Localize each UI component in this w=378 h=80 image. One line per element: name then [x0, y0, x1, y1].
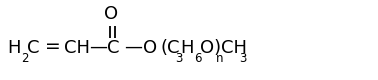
Text: =: = [45, 37, 60, 56]
Text: 2: 2 [21, 52, 28, 65]
Text: O: O [143, 39, 157, 57]
Text: 3: 3 [239, 52, 247, 65]
Text: H: H [8, 39, 21, 57]
Text: 6: 6 [194, 52, 202, 65]
Text: 3: 3 [175, 52, 183, 65]
Text: O): O) [200, 39, 221, 57]
Text: C: C [27, 39, 40, 57]
Text: n: n [215, 52, 223, 65]
Text: C: C [107, 39, 119, 57]
Text: CH: CH [221, 39, 247, 57]
Text: O: O [104, 5, 119, 23]
Text: —: — [89, 37, 107, 55]
Text: —: — [124, 37, 142, 55]
Text: CH: CH [64, 39, 90, 57]
Text: H: H [181, 39, 194, 57]
Text: (C: (C [160, 39, 180, 57]
